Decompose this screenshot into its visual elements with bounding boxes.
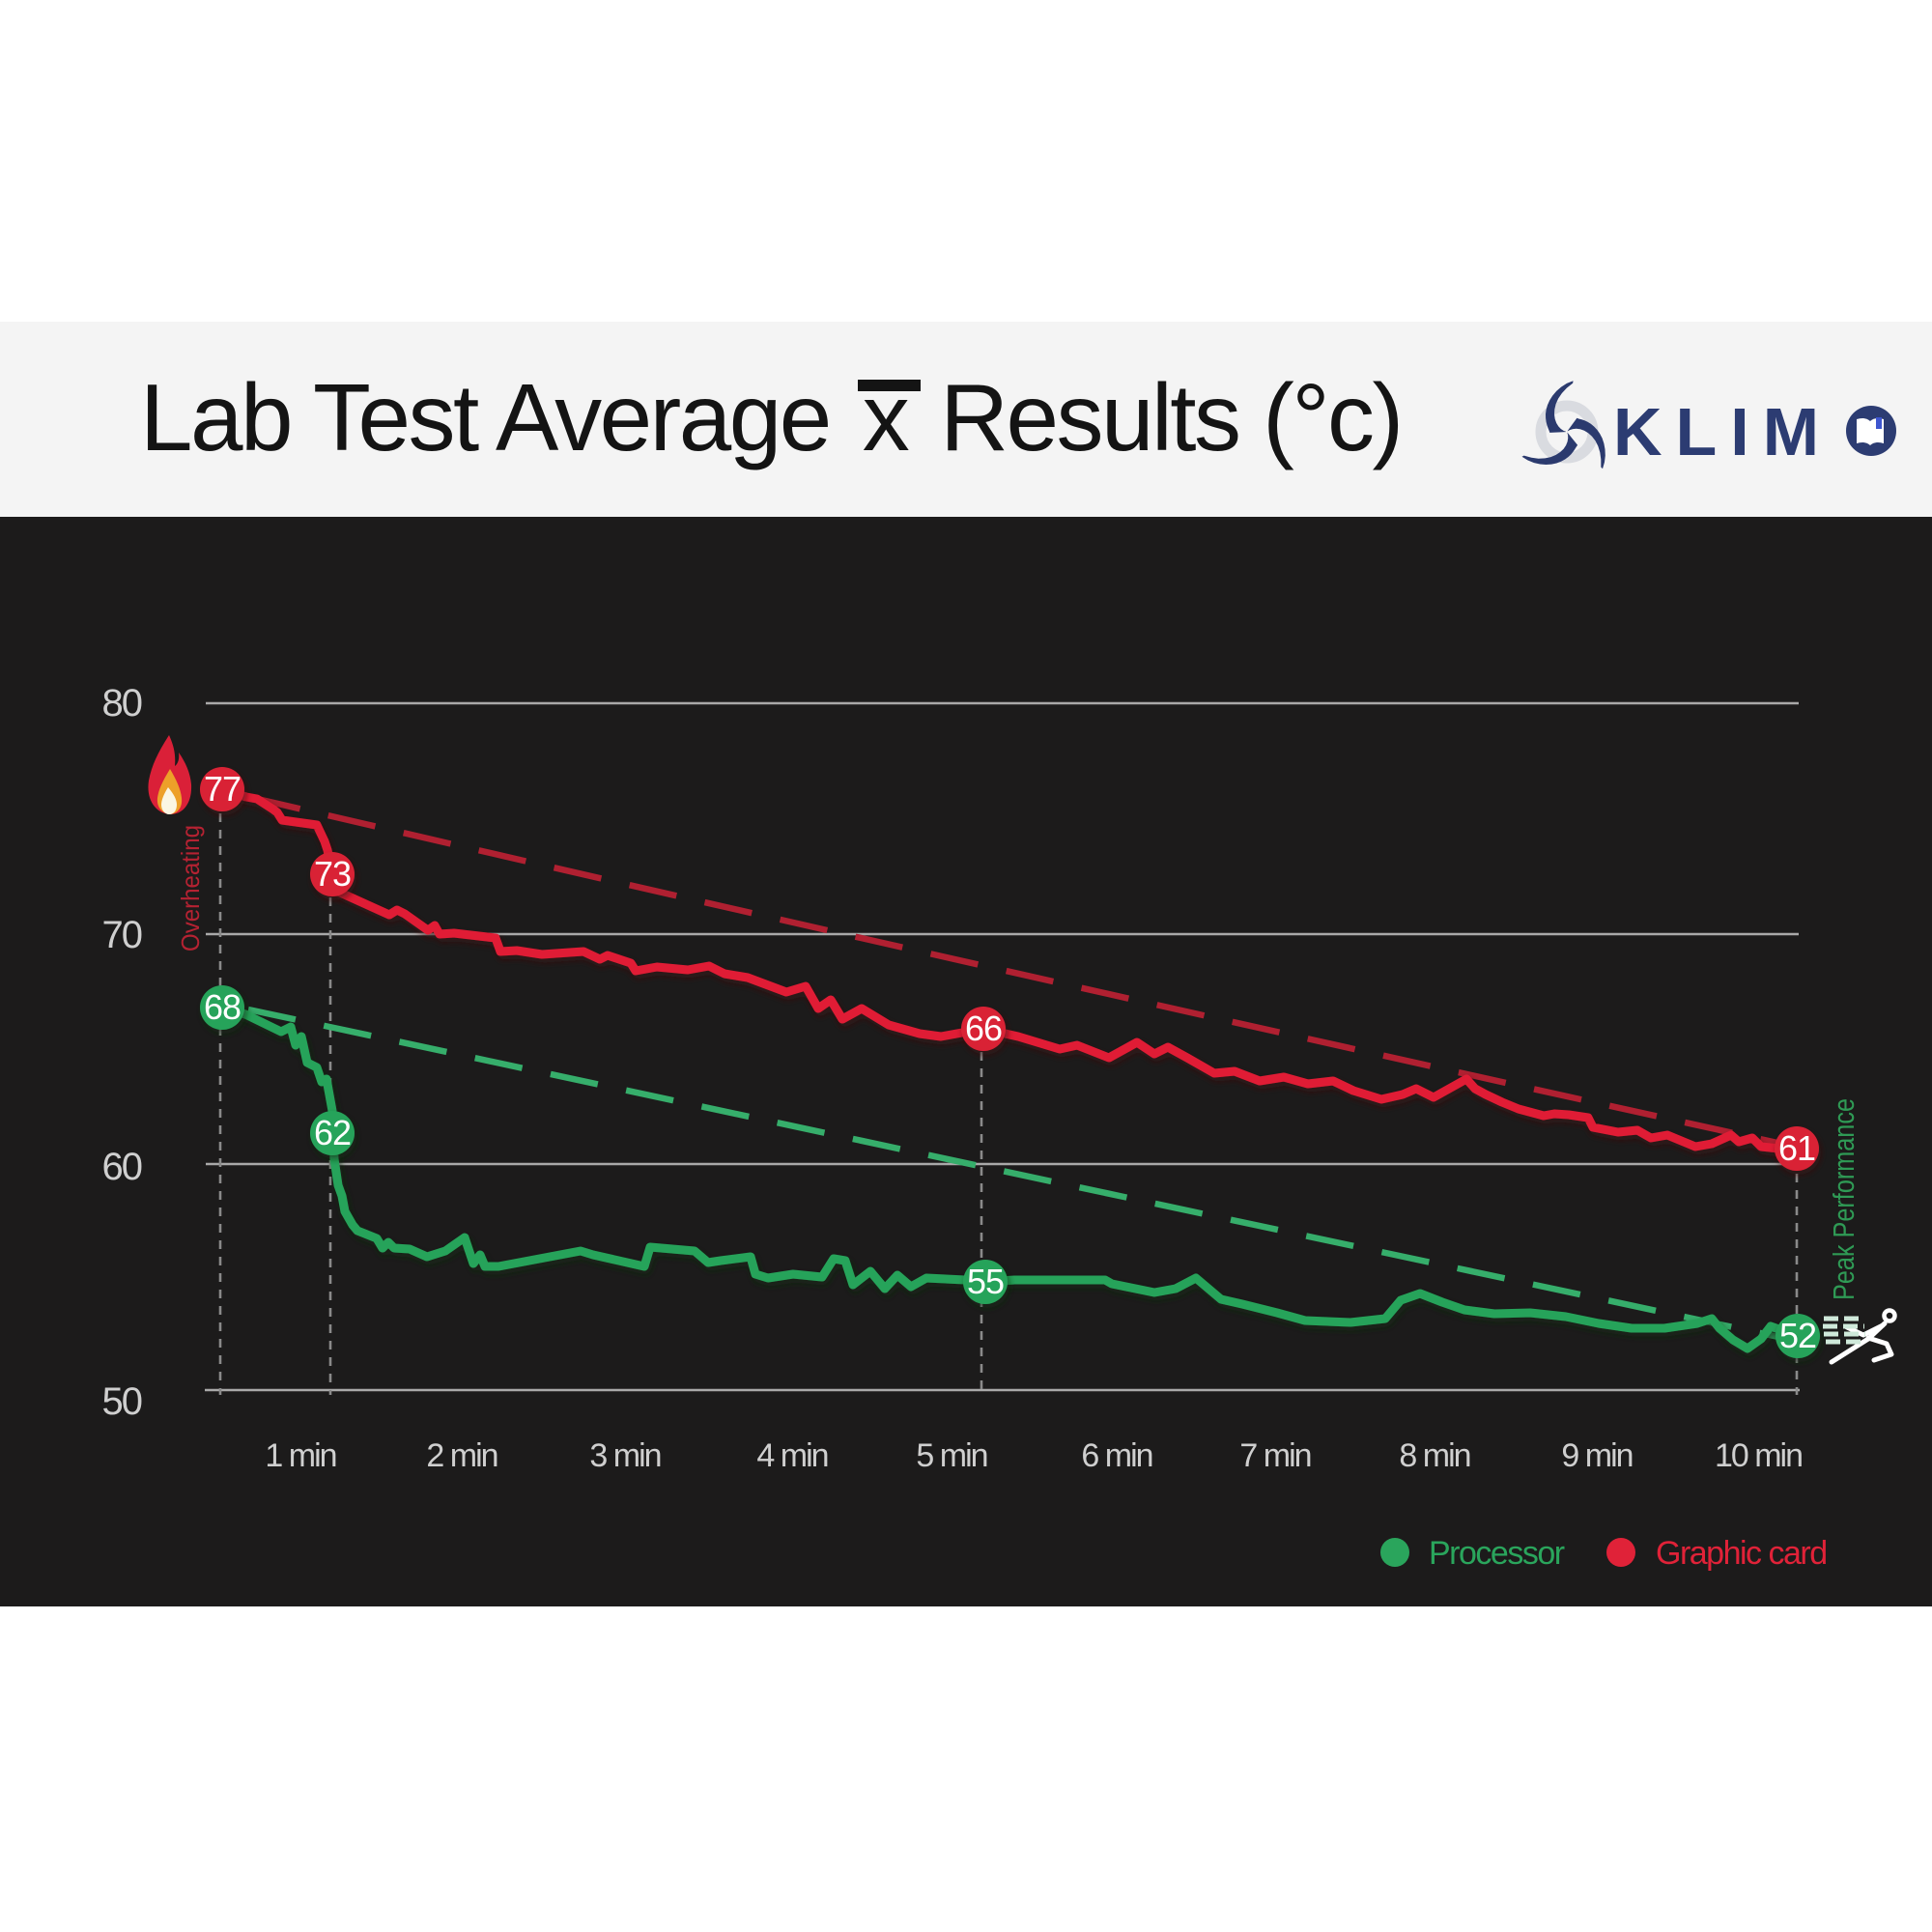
svg-text:Processor: Processor [1429,1535,1565,1572]
svg-text:77: 77 [204,769,241,809]
svg-text:50: 50 [102,1380,142,1423]
svg-text:62: 62 [314,1113,351,1152]
svg-text:Graphic card: Graphic card [1656,1535,1827,1572]
svg-text:55: 55 [967,1262,1004,1301]
svg-text:5 min: 5 min [916,1437,986,1474]
svg-text:60: 60 [102,1146,142,1188]
svg-text:Overheating: Overheating [176,825,205,952]
svg-text:3 min: 3 min [589,1437,660,1474]
svg-text:KLIM: KLIM [1613,394,1833,469]
svg-text:80: 80 [102,682,142,724]
svg-text:10 min: 10 min [1715,1437,1802,1474]
svg-text:1 min: 1 min [265,1437,335,1474]
svg-text:Peak Performance: Peak Performance [1827,1098,1861,1300]
svg-text:68: 68 [204,987,241,1027]
svg-text:7 min: 7 min [1239,1437,1310,1474]
svg-text:2 min: 2 min [426,1437,497,1474]
svg-text:70: 70 [102,914,142,956]
svg-text:9 min: 9 min [1561,1437,1632,1474]
svg-text:73: 73 [314,854,351,894]
svg-text:52: 52 [1779,1316,1816,1355]
svg-text:6 min: 6 min [1081,1437,1151,1474]
svg-text:8 min: 8 min [1399,1437,1469,1474]
svg-text:66: 66 [965,1009,1002,1048]
svg-text:61: 61 [1778,1128,1815,1168]
svg-text:4 min: 4 min [756,1437,827,1474]
